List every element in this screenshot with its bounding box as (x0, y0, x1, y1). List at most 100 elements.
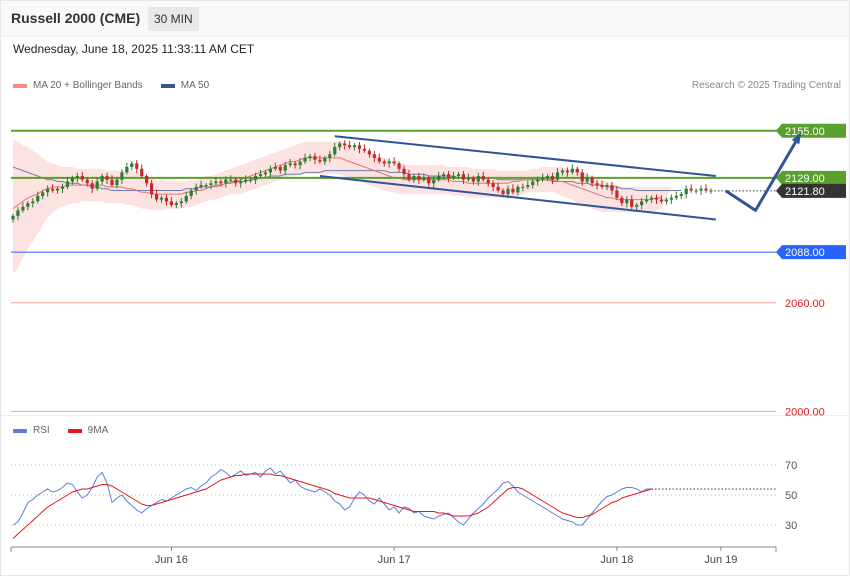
candle-body (308, 156, 312, 158)
candle-body (645, 199, 649, 202)
candle-body (249, 179, 253, 181)
candle-body (140, 168, 144, 177)
candle-body (575, 168, 579, 173)
candle-body (610, 185, 614, 191)
candle-body (689, 188, 693, 191)
candle-body (31, 201, 35, 204)
candle-body (442, 174, 446, 177)
candle-body (471, 177, 475, 182)
level-tag-2088.00 (776, 245, 846, 260)
candle-body (21, 206, 25, 211)
candle-body (521, 186, 525, 188)
rsi-tick-50: 50 (785, 490, 797, 502)
ma50-line (12, 166, 682, 191)
candle-body (130, 163, 134, 167)
candle-body (704, 188, 708, 191)
candle-body (36, 195, 40, 202)
candle-body (437, 176, 441, 180)
candle-body (362, 148, 367, 151)
candle-body (51, 188, 55, 191)
chart-datetime: Wednesday, June 18, 2025 11:33:11 AM CET (13, 42, 255, 56)
candle-body (70, 177, 74, 182)
candle-body (541, 177, 545, 180)
candle-body (318, 159, 322, 162)
candle-body (570, 168, 574, 173)
candle-body (536, 179, 540, 182)
candle-body (348, 145, 352, 148)
candle-body (481, 176, 485, 180)
ma20-legend-swatch (13, 83, 27, 88)
ma50-legend-swatch (160, 83, 175, 88)
candle-body (95, 181, 99, 189)
candle-body (26, 203, 30, 207)
candle-body (263, 172, 268, 175)
rsi-tick-70: 70 (785, 460, 797, 472)
candle-body (625, 199, 629, 204)
candle-body (214, 181, 218, 184)
candle-body (135, 163, 139, 169)
candle-body (179, 201, 183, 204)
candle-body (630, 199, 634, 207)
ma20-legend-label: MA 20 + Bollinger Bands (33, 80, 143, 91)
rsi-line (12, 467, 652, 526)
candle-body (654, 197, 659, 200)
candle-body (560, 170, 565, 173)
candle-body (392, 161, 396, 164)
channel-lower-line (319, 175, 717, 221)
candle-body (412, 176, 416, 180)
candle-body (145, 176, 149, 184)
candle-body (585, 177, 589, 182)
candle-body (699, 188, 703, 191)
rsi-ma-legend-label: 9MA (87, 425, 109, 436)
last-price-label: 2121.80 (785, 186, 825, 198)
candle-body (382, 161, 386, 164)
level-tag-2155.00 (776, 123, 846, 138)
candle-body (159, 197, 164, 200)
candle-body (65, 181, 70, 187)
candle-body (580, 172, 584, 182)
candle-body (679, 194, 683, 196)
timeframe-button[interactable]: 30 MIN (148, 7, 199, 31)
candle-body (476, 176, 480, 182)
candle-body (234, 179, 238, 184)
candle-body (357, 145, 362, 149)
candle-body (590, 177, 594, 184)
candle-body (333, 147, 337, 155)
candle-body (427, 177, 431, 184)
candle-body (189, 190, 193, 196)
candle-body (224, 179, 228, 184)
candle-body (501, 190, 505, 195)
candle-body (154, 194, 159, 200)
rsi-ma-legend-swatch (67, 428, 82, 433)
candle-body (674, 195, 678, 198)
candle-body (432, 179, 436, 184)
candle-body (283, 165, 287, 171)
instrument-title: Russell 2000 (CME) (11, 10, 141, 26)
rsi-tick-30: 30 (785, 520, 797, 532)
candle-body (110, 179, 114, 186)
candle-body (164, 197, 169, 202)
candle-body (620, 197, 624, 204)
candle-body (649, 197, 654, 200)
candle-body (367, 150, 371, 155)
candle-body (60, 186, 65, 189)
candle-body (516, 186, 520, 193)
candle-body (417, 176, 421, 180)
level-label-2088.00: 2088.00 (785, 247, 825, 259)
candle-body (323, 157, 327, 162)
candle-body (11, 215, 15, 220)
candle-body (46, 188, 50, 193)
candle-body (531, 181, 535, 186)
research-credit: Research © 2025 Trading Central (691, 80, 841, 91)
level-label-2129.00: 2129.00 (785, 173, 825, 185)
candle-body (41, 192, 45, 196)
candle-body (684, 188, 688, 195)
candle-body (555, 172, 560, 180)
candle-body (486, 179, 490, 184)
candle-body (75, 176, 79, 178)
level-label-2155.00: 2155.00 (785, 126, 825, 138)
candle-body (298, 161, 302, 166)
candle-body (461, 174, 466, 180)
candle-body (100, 176, 104, 182)
